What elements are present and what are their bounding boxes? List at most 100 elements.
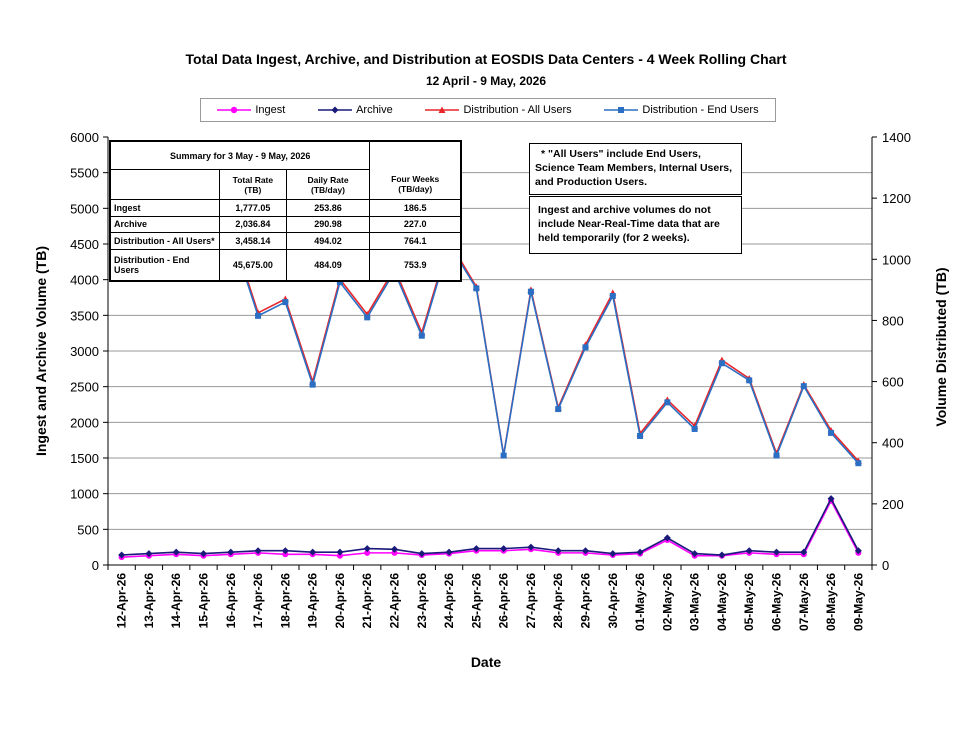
legend: Ingest Archive Distribution - All Users … [200, 98, 776, 122]
x-tick-label: 16-Apr-26 [224, 573, 238, 629]
summary-row-distribution-all: Distribution - All Users* 3,458.14 494.0… [109, 232, 461, 250]
data-point-archive [227, 548, 235, 556]
summary-label: Distribution - End Users [109, 248, 221, 281]
data-point-archive [609, 550, 617, 558]
data-point-archive [309, 548, 317, 556]
data-point-archive [854, 547, 862, 555]
data-point-archive [336, 548, 344, 556]
data-point-archive [145, 550, 153, 558]
note-line: include Near-Real-Time data that are [538, 218, 720, 230]
data-point-archive [718, 551, 726, 559]
summary-row-ingest: Ingest 1,777.05 253.86 186.5 [109, 199, 461, 217]
x-tick-label: 21-Apr-26 [360, 573, 374, 629]
y-left-tick-label: 5000 [70, 201, 99, 216]
series-line-ingest [121, 499, 860, 558]
summary-four: 227.0 [369, 215, 461, 233]
summary-label: Distribution - All Users* [109, 232, 221, 250]
x-tick-label: 25-Apr-26 [469, 573, 483, 629]
legend-swatch-distribution-all [425, 106, 460, 113]
summary-blank-cell [369, 141, 461, 170]
x-tick-label: 12-Apr-26 [115, 573, 129, 629]
data-point-distribution-end-users [500, 452, 507, 459]
chart-title: Total Data Ingest, Archive, and Distribu… [185, 51, 787, 67]
summary-four: 753.9 [369, 248, 461, 281]
x-tick-label: 15-Apr-26 [197, 573, 211, 629]
y-right-axis-title: Volume Distributed (TB) [933, 267, 949, 426]
x-tick-label: 20-Apr-26 [333, 573, 347, 629]
note-line: Science Team Members, Internal Users, [535, 162, 733, 174]
legend-item-archive: Archive [318, 104, 393, 116]
data-point-archive [554, 547, 562, 555]
data-point-archive [500, 545, 508, 553]
data-point-distribution-end-users [691, 425, 698, 432]
data-point-archive [800, 548, 808, 556]
note-line: and Production Users. [535, 176, 648, 188]
x-tick-label: 23-Apr-26 [415, 573, 429, 629]
data-point-archive [745, 547, 753, 555]
y-right-tick-label: 0 [882, 558, 889, 573]
y-left-tick-label: 5500 [70, 166, 99, 181]
summary-col-four: Four Weeks (TB/day) [369, 169, 461, 200]
y-right-tick-label: 1400 [882, 130, 911, 145]
data-point-distribution-end-users [582, 344, 589, 351]
summary-daily: 494.02 [285, 232, 371, 250]
y-right-tick-label: 600 [882, 375, 904, 390]
y-left-tick-label: 4000 [70, 273, 99, 288]
y-left-tick-label: 3500 [70, 308, 99, 323]
summary-title: Summary for 3 May - 9 May, 2026 [109, 141, 371, 170]
data-point-archive [418, 550, 426, 558]
legend-item-distribution-all: Distribution - All Users [425, 104, 572, 116]
data-point-archive [391, 545, 398, 553]
summary-table: Summary for 3 May - 9 May, 2026 Total Ra… [109, 140, 462, 282]
data-point-archive [172, 548, 180, 556]
data-point-distribution-end-users [637, 432, 644, 439]
data-point-distribution-end-users [773, 452, 780, 459]
note-all-users: * "All Users" include End Users, Science… [529, 143, 742, 195]
summary-row-distribution-end: Distribution - End Users 45,675.00 484.0… [109, 248, 461, 281]
data-point-archive [118, 551, 126, 559]
data-point-distribution-end-users [364, 314, 371, 321]
summary-row-archive: Archive 2,036.84 290.98 227.0 [109, 215, 461, 233]
summary-total: 3,458.14 [219, 232, 287, 250]
summary-total: 1,777.05 [219, 199, 287, 217]
data-point-distribution-end-users [555, 406, 562, 413]
data-point-distribution-end-users [418, 332, 425, 339]
x-tick-label: 27-Apr-26 [524, 573, 538, 629]
y-right-tick-label: 1200 [882, 191, 911, 206]
legend-item-ingest: Ingest [217, 104, 285, 116]
summary-total: 2,036.84 [219, 215, 287, 233]
x-tick-label: 19-Apr-26 [306, 573, 320, 629]
note-near-real-time: Ingest and archive volumes do not includ… [529, 196, 742, 254]
data-point-archive [472, 545, 480, 553]
y-right-tick-label: 800 [882, 313, 904, 328]
summary-total: 45,675.00 [219, 248, 287, 281]
data-point-archive [691, 550, 699, 558]
x-tick-label: 02-May-26 [660, 573, 674, 631]
summary-corner-cell [109, 169, 221, 200]
data-point-archive [827, 495, 835, 503]
series-line-archive [121, 496, 860, 556]
x-tick-label: 14-Apr-26 [169, 573, 183, 629]
x-tick-label: 24-Apr-26 [442, 573, 456, 629]
data-point-ingest [391, 549, 398, 556]
summary-daily: 484.09 [285, 248, 371, 281]
data-point-distribution-end-users [718, 360, 725, 367]
data-point-distribution-end-users [282, 299, 289, 306]
data-point-distribution-end-users [800, 383, 807, 390]
note-line: Ingest and archive volumes do not [538, 204, 711, 216]
summary-col-total: Total Rate (TB) [219, 169, 287, 200]
x-axis-title: Date [471, 654, 502, 670]
data-point-archive [254, 547, 262, 555]
data-point-archive [663, 534, 671, 542]
y-left-tick-label: 1000 [70, 487, 99, 502]
data-point-archive [582, 547, 589, 555]
x-tick-label: 01-May-26 [633, 573, 647, 631]
x-tick-label: 09-May-26 [851, 573, 865, 631]
data-point-ingest [282, 551, 289, 558]
x-tick-label: 26-Apr-26 [497, 573, 511, 629]
data-point-archive [636, 548, 644, 556]
data-point-archive [445, 548, 453, 556]
x-tick-label: 22-Apr-26 [388, 573, 402, 629]
data-point-archive [363, 545, 371, 553]
legend-label-ingest: Ingest [255, 104, 286, 116]
